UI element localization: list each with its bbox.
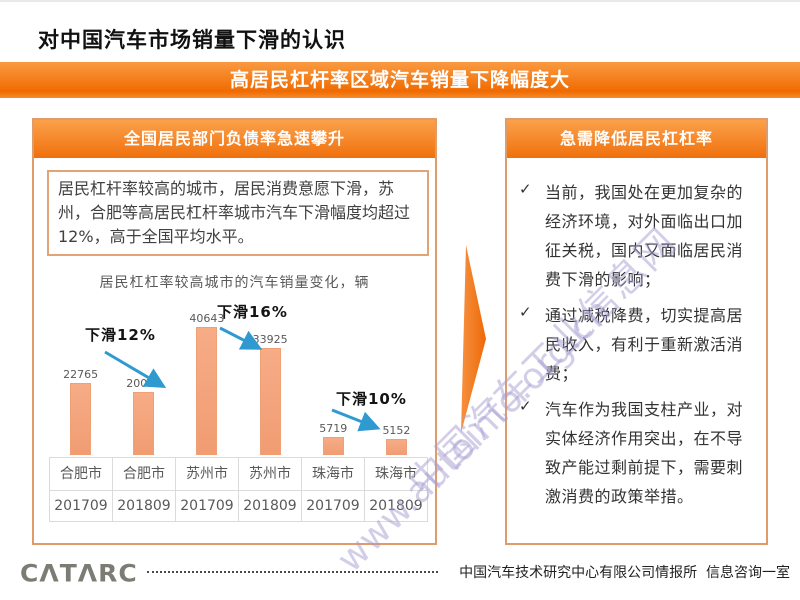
chart-title: 居民杠杠率较高城市的汽车销量变化，辆	[99, 275, 370, 291]
annotation-decline-zhuhai: 下滑10%	[336, 390, 407, 408]
axis-period-cell: 201709	[301, 490, 364, 521]
right-panel: 急需降低居民杠杠率 ✓ 当前，我国处在更加复杂的经济环境，对外面临出口加征关税，国…	[505, 118, 768, 545]
bar-value-label: 40643	[189, 312, 225, 325]
annotation-decline-suzhou: 下滑16%	[217, 303, 288, 321]
bullet-text: 汽车作为我国支柱产业，对实体经济作用突出，在不导致产能过剩前提下，需要刺激消费的…	[545, 400, 744, 506]
bar-value-label: 5152	[382, 424, 411, 437]
bullet-list: ✓ 当前，我国处在更加复杂的经济环境，对外面临出口加征关税，国内又面临居民消费下滑…	[507, 158, 766, 511]
right-panel-header: 急需降低居民杠杠率	[507, 120, 766, 158]
axis-period-cell: 201809	[112, 490, 175, 521]
banner-headline: 高居民杠杆率区域汽车销量下降幅度大	[0, 62, 800, 98]
bullet-text: 通过减税降费，切实提高居民收入，有利于重新激活消费；	[545, 306, 744, 383]
bar	[133, 392, 155, 455]
chart-column: 20057	[112, 298, 175, 455]
footer-org-text: 中国汽车技术研究中心有限公司情报所 信息咨询一室	[459, 565, 790, 581]
bar	[196, 327, 218, 455]
bar	[322, 437, 344, 455]
top-edge-divider	[0, 0, 800, 2]
axis-period-row: 201709 201809 201709 201809 201709 201809	[50, 490, 427, 521]
right-arrow-icon	[461, 245, 486, 433]
axis-period-cell: 201709	[50, 490, 112, 521]
axis-period-cell: 201709	[175, 490, 238, 521]
summary-box: 居民杠杆率较高的城市，居民消费意愿下滑，苏州，合肥等高居民杠杆率城市汽车下滑幅度…	[47, 170, 429, 256]
bullet-item: ✓ 当前，我国处在更加复杂的经济环境，对外面临出口加征关税，国内又面临居民消费下滑…	[519, 178, 754, 294]
check-icon: ✓	[519, 303, 532, 321]
chart-column: 22765	[49, 298, 112, 455]
catarc-logo: CΛTΛRC	[20, 559, 138, 588]
axis-period-cell: 201809	[238, 490, 301, 521]
axis-city-cell: 珠海市	[364, 458, 427, 490]
axis-city-cell: 苏州市	[238, 458, 301, 490]
bullet-item: ✓ 通过减税降费，切实提高居民收入，有利于重新激活消费；	[519, 301, 754, 388]
chart-column: 5152	[365, 298, 428, 455]
axis-city-row: 合肥市 合肥市 苏州市 苏州市 珠海市 珠海市	[50, 458, 427, 490]
chart-column: 5719	[302, 298, 365, 455]
bar-value-label: 22765	[63, 368, 99, 381]
bullet-item: ✓ 汽车作为我国支柱产业，对实体经济作用突出，在不导致产能过剩前提下，需要刺激消费…	[519, 395, 754, 511]
bar-value-label: 33925	[252, 333, 288, 346]
bar	[70, 383, 92, 455]
bullet-text: 当前，我国处在更加复杂的经济环境，对外面临出口加征关税，国内又面临居民消费下滑的…	[545, 183, 744, 289]
check-icon: ✓	[519, 397, 532, 415]
check-icon: ✓	[519, 180, 532, 198]
chart-column: 40643	[175, 298, 238, 455]
axis-period-cell: 201809	[364, 490, 427, 521]
x-axis-table: 合肥市 合肥市 苏州市 苏州市 珠海市 珠海市 201709 201809 201709 201…	[49, 457, 428, 522]
axis-city-cell: 合肥市	[112, 458, 175, 490]
axis-city-cell: 珠海市	[301, 458, 364, 490]
page-title: 对中国汽车市场销量下滑的认识	[38, 28, 346, 52]
bar-value-label: 20057	[126, 377, 162, 390]
annotation-decline-hefei: 下滑12%	[85, 326, 156, 344]
left-panel: 全国居民部门负债率急速攀升 居民杠杆率较高的城市，居民消费意愿下滑，苏州，合肥等…	[32, 118, 437, 545]
bar-chart: 下滑12% 下滑16% 下滑10% 22765 20057 40643 33925 57…	[49, 298, 428, 455]
axis-city-cell: 苏州市	[175, 458, 238, 490]
bar	[259, 348, 281, 455]
axis-city-cell: 合肥市	[60, 466, 102, 482]
dotted-divider	[147, 571, 438, 573]
left-panel-header: 全国居民部门负债率急速攀升	[34, 120, 435, 158]
bar	[385, 439, 407, 455]
bar-value-label: 5719	[319, 422, 348, 435]
